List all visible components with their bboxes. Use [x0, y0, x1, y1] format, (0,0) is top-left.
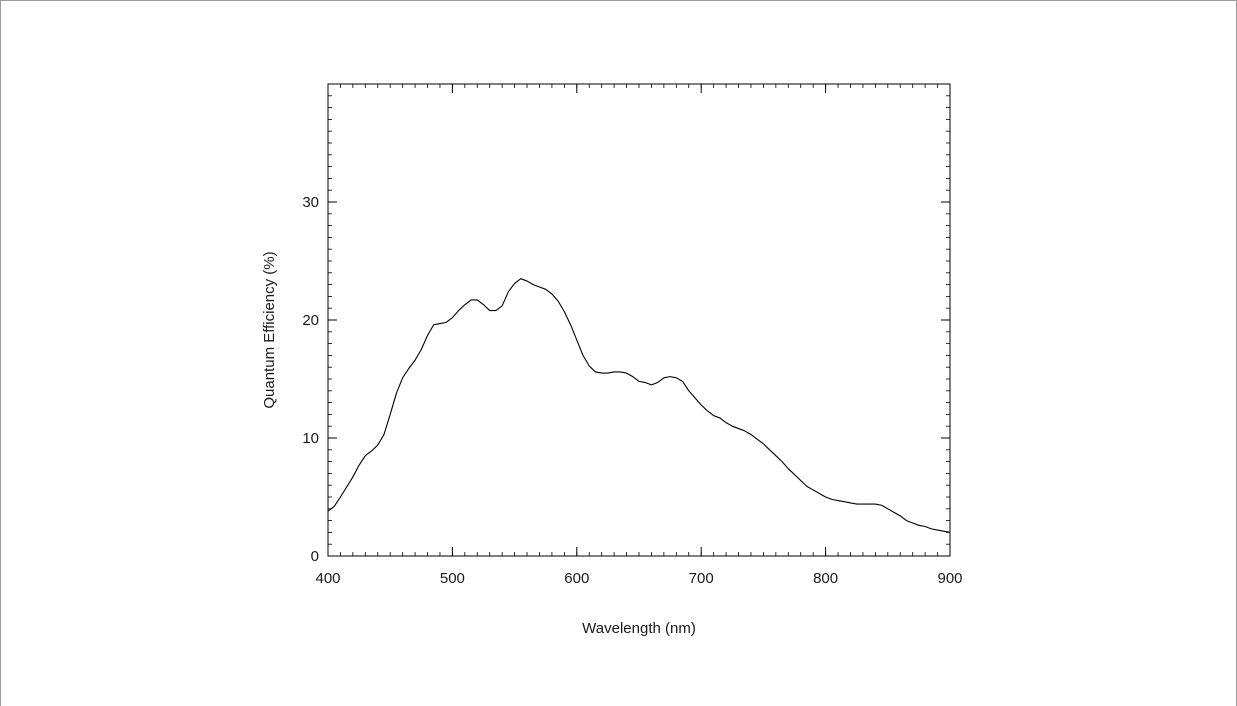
- y-tick-label: 10: [302, 430, 319, 447]
- y-tick-label: 0: [311, 548, 319, 565]
- y-tick-label: 20: [302, 312, 319, 329]
- x-tick-label: 500: [440, 570, 465, 587]
- x-tick-label: 700: [689, 570, 714, 587]
- x-tick-label: 400: [315, 570, 340, 587]
- y-axis-label: Quantum Efficiency (%): [261, 251, 278, 408]
- x-tick-label: 800: [813, 570, 838, 587]
- y-tick-label: 30: [302, 194, 319, 211]
- series-line: [327, 278, 951, 533]
- major-ticks: [327, 84, 951, 557]
- x-tick-label: 900: [937, 570, 962, 587]
- plot-area-frame: [327, 83, 951, 557]
- x-axis-label: Wavelength (nm): [582, 620, 696, 637]
- x-tick-labels: 400 500 600 700 800 900: [315, 570, 962, 587]
- minor-ticks: [327, 83, 951, 557]
- x-tick-label: 600: [564, 570, 589, 587]
- y-tick-labels: 0 10 20 30: [302, 194, 319, 565]
